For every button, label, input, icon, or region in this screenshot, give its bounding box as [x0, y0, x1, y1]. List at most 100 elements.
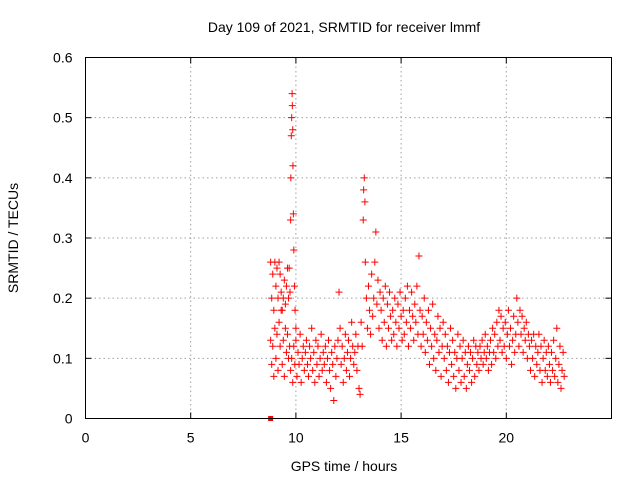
data-point — [463, 360, 471, 368]
data-point — [298, 354, 306, 362]
data-point — [326, 366, 334, 374]
data-point — [361, 258, 369, 266]
data-point — [306, 342, 314, 350]
data-point — [338, 342, 346, 350]
data-point — [268, 360, 276, 368]
data-point — [560, 372, 568, 380]
data-point — [332, 372, 340, 380]
data-point — [484, 366, 492, 374]
data-point — [380, 318, 388, 326]
data-point — [419, 330, 427, 338]
data-point — [374, 276, 382, 284]
data-point — [328, 348, 336, 356]
data-point — [279, 336, 287, 344]
y-axis-label: SRMTID / TECUs — [5, 183, 21, 293]
data-point — [518, 312, 526, 320]
data-point — [381, 282, 389, 290]
data-point — [345, 336, 352, 344]
data-point — [526, 366, 534, 374]
data-point — [400, 330, 408, 338]
data-point — [456, 342, 464, 350]
data-point — [334, 336, 342, 344]
data-point — [363, 324, 371, 332]
data-point — [534, 348, 542, 356]
data-point — [288, 90, 296, 98]
data-point — [418, 312, 426, 320]
data-point — [277, 288, 285, 296]
data-point — [350, 360, 358, 368]
data-point — [411, 300, 419, 308]
data-point — [287, 216, 295, 224]
data-point — [285, 264, 293, 272]
data-point — [316, 354, 324, 362]
data-point — [535, 330, 543, 338]
data-point — [276, 342, 284, 350]
data-point — [491, 330, 499, 338]
data-points — [267, 90, 568, 421]
data-point — [543, 372, 551, 380]
data-point — [366, 306, 374, 314]
data-point — [311, 378, 319, 386]
data-point — [499, 324, 507, 332]
data-point — [557, 384, 565, 392]
data-point — [408, 288, 416, 296]
data-point — [337, 360, 345, 368]
data-point — [429, 300, 437, 308]
data-point — [482, 354, 490, 362]
data-point — [274, 366, 282, 374]
data-point — [476, 342, 484, 350]
data-point — [450, 372, 458, 380]
data-point — [537, 342, 545, 350]
data-point — [293, 372, 301, 380]
data-point — [483, 342, 491, 350]
data-point — [273, 330, 281, 338]
data-point — [489, 324, 497, 332]
data-point — [335, 288, 343, 296]
data-point — [281, 324, 289, 332]
data-point — [309, 366, 317, 374]
data-point — [376, 288, 384, 296]
data-point — [330, 396, 338, 404]
data-point — [398, 336, 406, 344]
data-point — [321, 342, 329, 350]
data-point — [289, 126, 297, 134]
axes: 0 0.1 0.2 0.3 0.4 0.5 0.6 0 5 10 15 20 — [53, 50, 612, 446]
data-point — [545, 360, 553, 368]
data-point — [415, 252, 423, 260]
data-point — [360, 186, 368, 194]
data-point — [396, 288, 404, 296]
data-point — [362, 294, 370, 302]
data-point — [351, 348, 359, 356]
data-point — [409, 312, 417, 320]
data-point — [493, 318, 501, 326]
data-point — [272, 282, 280, 290]
data-point — [303, 360, 311, 368]
data-point — [391, 294, 399, 302]
data-point — [275, 258, 283, 266]
data-point — [397, 312, 405, 320]
data-point — [317, 330, 325, 338]
data-point — [501, 318, 509, 326]
data-point — [305, 372, 313, 380]
data-point — [413, 282, 421, 290]
data-point — [288, 354, 296, 362]
data-point — [520, 324, 528, 332]
data-point — [454, 330, 462, 338]
data-point — [467, 348, 475, 356]
data-point — [290, 246, 298, 254]
data-point — [521, 336, 529, 344]
data-point — [428, 342, 436, 350]
chart-title: Day 109 of 2021, SRMTID for receiver lmm… — [208, 19, 480, 35]
data-point — [479, 360, 487, 368]
data-point — [443, 342, 451, 350]
data-point — [458, 354, 466, 362]
data-point — [531, 372, 539, 380]
data-point — [368, 270, 376, 278]
data-point — [432, 366, 440, 374]
data-point — [544, 342, 552, 350]
data-point — [358, 342, 366, 350]
data-point — [383, 300, 391, 308]
data-point — [457, 378, 465, 386]
data-point — [389, 306, 397, 314]
